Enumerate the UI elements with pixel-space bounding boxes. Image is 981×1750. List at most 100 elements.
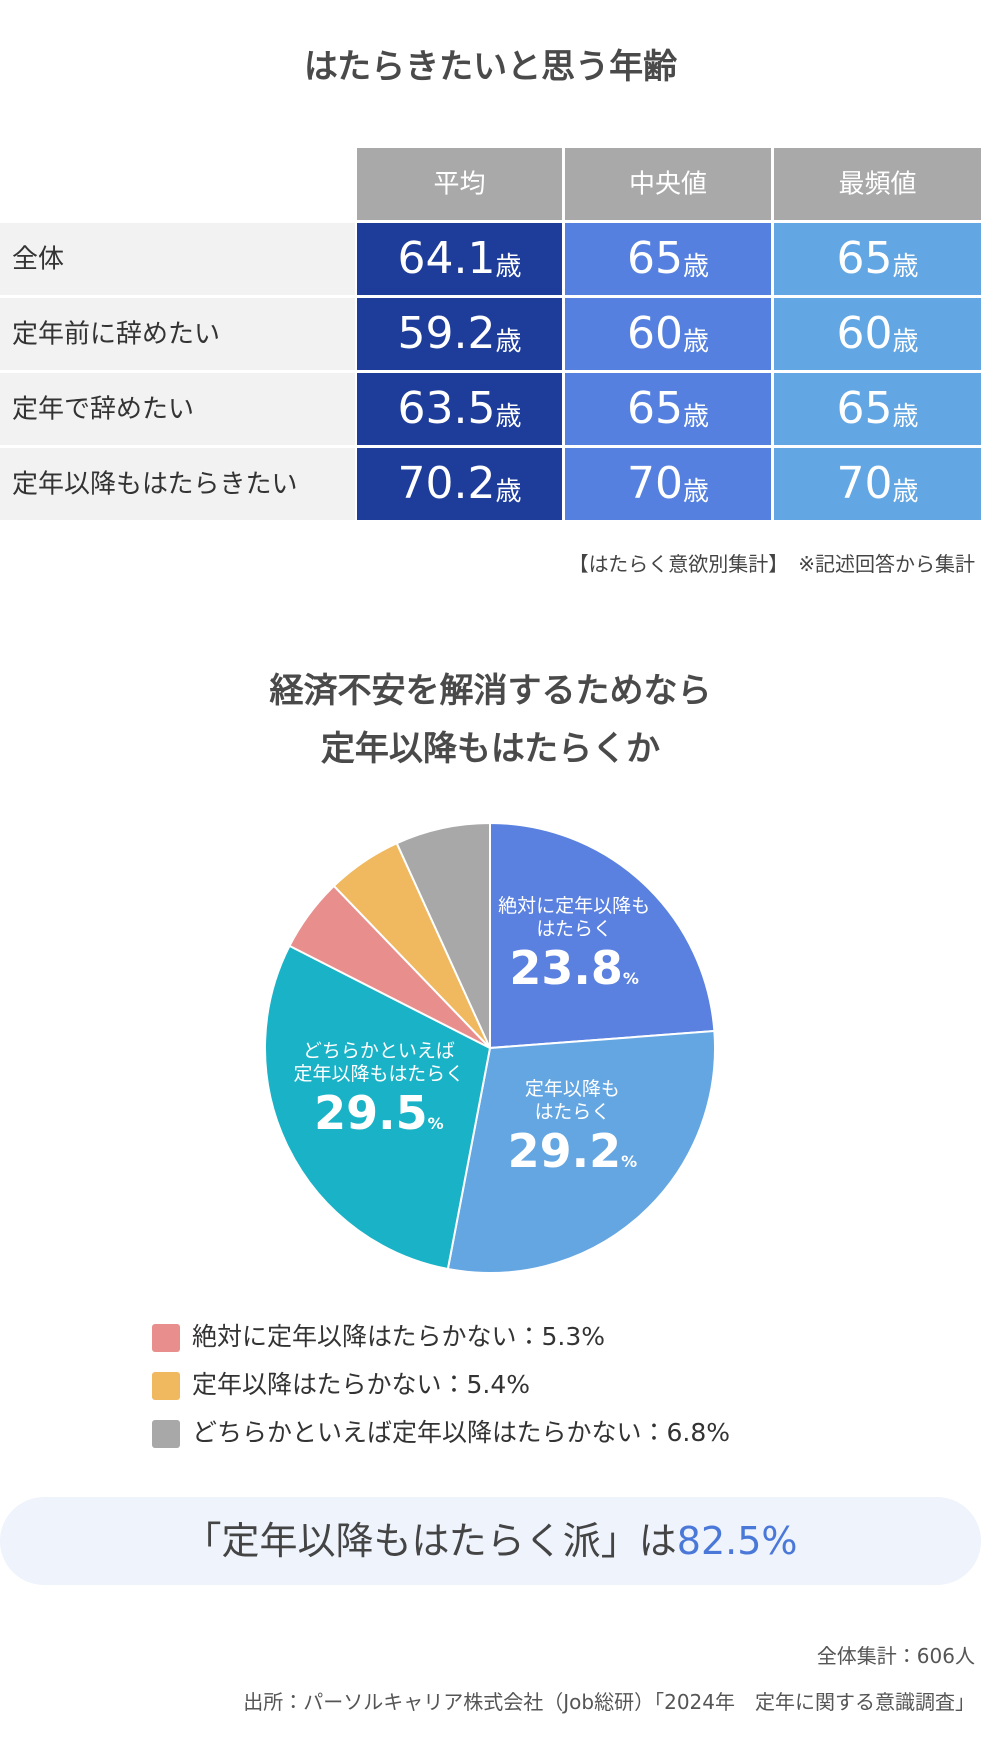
- row-label: 定年前に辞めたい: [12, 320, 220, 350]
- cell-value: 70歳: [836, 458, 918, 509]
- total-note: 全体集計：606人: [816, 1644, 975, 1668]
- slice-number: 29.2: [507, 1124, 622, 1179]
- cell-value: 65歳: [836, 383, 918, 434]
- unit: 歳: [892, 327, 918, 357]
- slice-value: 23.8%: [464, 941, 684, 995]
- summary: 「定年以降もはたらく派」は82.5%: [0, 1497, 981, 1585]
- slice-unit: %: [427, 1114, 444, 1134]
- legend-sep: ：: [517, 1322, 542, 1351]
- value: 65: [836, 233, 892, 284]
- pie-slice: [264, 944, 492, 1271]
- value-cell: [357, 373, 562, 445]
- cell-value: 63.5歳: [398, 383, 522, 434]
- value: 70: [836, 458, 892, 509]
- value: 60: [627, 308, 683, 359]
- value-cell: [774, 373, 981, 445]
- legend-sep: ：: [442, 1370, 467, 1399]
- unit: 歳: [892, 477, 918, 507]
- row-label: 定年で辞めたい: [12, 395, 194, 425]
- slice-value: 29.2%: [462, 1124, 682, 1178]
- pie-slice: [446, 1029, 716, 1274]
- value-cell: [565, 298, 771, 370]
- column-header: 最頻値: [838, 170, 916, 200]
- unit: 歳: [495, 327, 521, 357]
- unit: 歳: [495, 477, 521, 507]
- value: 65: [836, 383, 892, 434]
- value: 63.5: [398, 383, 496, 434]
- unit: 歳: [683, 402, 709, 432]
- slice-name: 絶対に定年以降も はたらく: [498, 895, 651, 941]
- slice-name: どちらかといえば 定年以降もはたらく: [293, 1040, 465, 1086]
- pie-slice: [395, 821, 491, 1049]
- cell-value: 60歳: [627, 308, 709, 359]
- value: 65: [627, 233, 683, 284]
- table-note: 【はたらく意欲別集計】 ※記述回答から集計: [568, 552, 975, 576]
- slice-number: 29.5: [314, 1086, 428, 1141]
- column-header: 中央値: [629, 170, 707, 200]
- header-cell: [774, 148, 981, 220]
- legend-value: 6.8: [667, 1418, 707, 1447]
- legend-unit: %: [581, 1322, 605, 1351]
- value: 60: [836, 308, 892, 359]
- legend-entry: 定年以降はたらかない：5.4%: [192, 1370, 530, 1399]
- table-title: はたらきたいと思う年齢: [303, 47, 678, 87]
- legend-unit: %: [506, 1370, 530, 1399]
- legend-value: 5.3: [542, 1322, 582, 1351]
- legend-name: どちらかといえば定年以降はたらかない: [192, 1418, 642, 1447]
- legend-sep: ：: [642, 1418, 667, 1447]
- header-cell: [357, 148, 562, 220]
- value-cell: [565, 373, 771, 445]
- legend-swatch: [152, 1324, 180, 1352]
- header-cell: [565, 148, 771, 220]
- value-cell: [357, 298, 562, 370]
- legend-value: 5.4: [467, 1370, 507, 1399]
- cell-value: 65歳: [627, 233, 709, 284]
- unit: 歳: [495, 252, 521, 282]
- summary-highlight: 82.5%: [676, 1519, 798, 1563]
- value-cell: [774, 223, 981, 295]
- unit: 歳: [892, 402, 918, 432]
- value: 70.2: [398, 458, 496, 509]
- chart-title: 経済不安を解消するためなら 定年以降もはたらくか: [269, 671, 712, 769]
- unit: 歳: [495, 402, 521, 432]
- legend-entry: どちらかといえば定年以降はたらかない：6.8%: [192, 1418, 730, 1447]
- unit: 歳: [683, 477, 709, 507]
- cell-value: 59.2歳: [398, 308, 522, 359]
- slice-label: 絶対に定年以降も はたらく 23.8%: [464, 895, 684, 995]
- slice-unit: %: [622, 969, 639, 989]
- unit: 歳: [683, 252, 709, 282]
- legend-name: 定年以降はたらかない: [192, 1370, 442, 1399]
- row-label-cell: [0, 298, 355, 370]
- value-cell: [357, 448, 562, 520]
- unit: 歳: [892, 252, 918, 282]
- slice-name: 定年以降も はたらく: [524, 1078, 620, 1124]
- slice-number: 23.8: [509, 941, 623, 996]
- value: 70: [627, 458, 683, 509]
- value-cell: [565, 223, 771, 295]
- value-cell: [357, 223, 562, 295]
- legend-swatch: [152, 1420, 180, 1448]
- cell-value: 65歳: [836, 233, 918, 284]
- value-cell: [774, 448, 981, 520]
- slice-value: 29.5%: [269, 1086, 489, 1140]
- column-header: 平均: [433, 170, 485, 200]
- slice-label: 定年以降も はたらく 29.2%: [462, 1078, 682, 1178]
- row-label-cell: [0, 373, 355, 445]
- legend-unit: %: [706, 1418, 730, 1447]
- unit: 歳: [683, 327, 709, 357]
- cell-value: 70.2歳: [398, 458, 522, 509]
- cell-value: 60歳: [836, 308, 918, 359]
- row-label: 定年以降もはたらきたい: [12, 470, 297, 500]
- value: 64.1: [398, 233, 496, 284]
- cell-value: 64.1歳: [398, 233, 522, 284]
- slice-label: どちらかといえば 定年以降もはたらく 29.5%: [269, 1040, 489, 1140]
- slice-unit: %: [621, 1152, 638, 1172]
- value-cell: [565, 448, 771, 520]
- row-label: 全体: [12, 245, 64, 275]
- source-note: 出所：パーソルキャリア株式会社（Job総研）「2024年 定年に関する意識調査」: [243, 1690, 975, 1714]
- value: 59.2: [398, 308, 496, 359]
- legend-swatch: [152, 1372, 180, 1400]
- cell-value: 65歳: [627, 383, 709, 434]
